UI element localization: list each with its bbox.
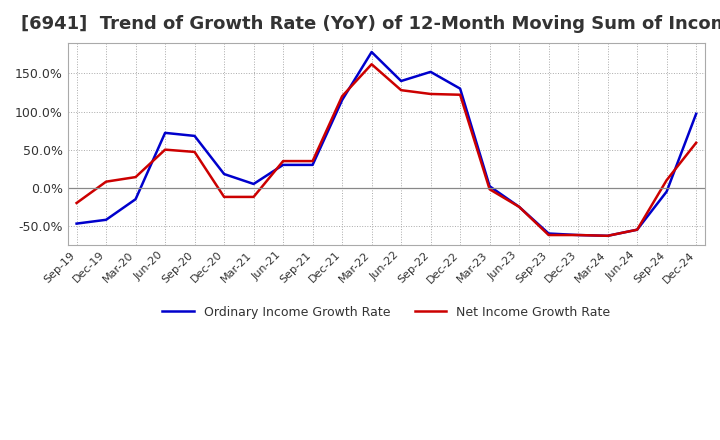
Ordinary Income Growth Rate xyxy=(131,197,140,202)
Ordinary Income Growth Rate xyxy=(102,217,110,223)
Net Income Growth Rate xyxy=(426,92,435,97)
Net Income Growth Rate xyxy=(131,174,140,180)
Ordinary Income Growth Rate xyxy=(397,78,405,84)
Ordinary Income Growth Rate xyxy=(161,130,169,136)
Ordinary Income Growth Rate xyxy=(456,86,464,91)
Net Income Growth Rate xyxy=(161,147,169,152)
Ordinary Income Growth Rate xyxy=(308,162,317,168)
Net Income Growth Rate xyxy=(220,194,228,200)
Ordinary Income Growth Rate xyxy=(692,111,701,117)
Ordinary Income Growth Rate xyxy=(485,183,494,189)
Net Income Growth Rate xyxy=(72,200,81,205)
Ordinary Income Growth Rate xyxy=(190,133,199,139)
Net Income Growth Rate xyxy=(456,92,464,97)
Ordinary Income Growth Rate xyxy=(603,233,612,238)
Line: Net Income Growth Rate: Net Income Growth Rate xyxy=(76,64,696,236)
Net Income Growth Rate xyxy=(662,177,671,183)
Ordinary Income Growth Rate xyxy=(515,204,523,209)
Legend: Ordinary Income Growth Rate, Net Income Growth Rate: Ordinary Income Growth Rate, Net Income … xyxy=(157,301,616,323)
Ordinary Income Growth Rate xyxy=(367,49,376,55)
Net Income Growth Rate xyxy=(485,187,494,192)
Line: Ordinary Income Growth Rate: Ordinary Income Growth Rate xyxy=(76,52,696,236)
Net Income Growth Rate xyxy=(308,158,317,164)
Net Income Growth Rate xyxy=(190,149,199,154)
Ordinary Income Growth Rate xyxy=(249,181,258,187)
Ordinary Income Growth Rate xyxy=(338,97,346,103)
Net Income Growth Rate xyxy=(279,158,287,164)
Ordinary Income Growth Rate xyxy=(220,172,228,177)
Net Income Growth Rate xyxy=(102,179,110,184)
Net Income Growth Rate xyxy=(515,204,523,209)
Ordinary Income Growth Rate xyxy=(544,231,553,236)
Ordinary Income Growth Rate xyxy=(426,69,435,74)
Net Income Growth Rate xyxy=(249,194,258,200)
Ordinary Income Growth Rate xyxy=(72,221,81,226)
Ordinary Income Growth Rate xyxy=(662,189,671,194)
Ordinary Income Growth Rate xyxy=(574,232,582,238)
Net Income Growth Rate xyxy=(633,227,642,232)
Net Income Growth Rate xyxy=(544,232,553,238)
Net Income Growth Rate xyxy=(574,232,582,238)
Net Income Growth Rate xyxy=(603,233,612,238)
Net Income Growth Rate xyxy=(367,62,376,67)
Ordinary Income Growth Rate xyxy=(279,162,287,168)
Ordinary Income Growth Rate xyxy=(633,227,642,232)
Title: [6941]  Trend of Growth Rate (YoY) of 12-Month Moving Sum of Incomes: [6941] Trend of Growth Rate (YoY) of 12-… xyxy=(21,15,720,33)
Net Income Growth Rate xyxy=(397,88,405,93)
Net Income Growth Rate xyxy=(338,94,346,99)
Net Income Growth Rate xyxy=(692,140,701,145)
